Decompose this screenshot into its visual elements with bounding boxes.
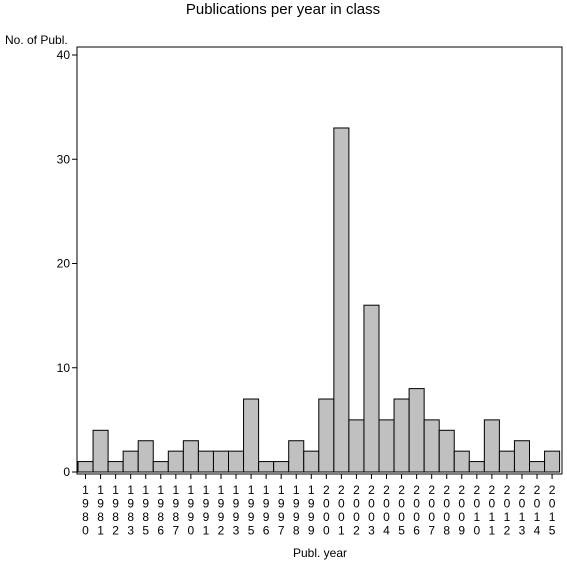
x-axis: 1 9 8 0 1 9 8 1 1 9 8 2 1 9 8 3 1 9 8 5 1 9 8 6 1 9 8 7 1 9 9 0 1 9 9 1 1 9 9 2… — [82, 474, 556, 538]
bar — [228, 450, 245, 473]
bar — [318, 398, 335, 473]
y-tick-label: 0 — [63, 465, 70, 479]
bar — [182, 440, 199, 473]
bar — [348, 419, 365, 473]
bar — [107, 461, 124, 473]
bar — [513, 440, 531, 473]
bar — [544, 450, 561, 473]
bar — [137, 440, 154, 473]
bar — [92, 429, 109, 473]
bar — [378, 419, 395, 473]
bar — [152, 461, 169, 473]
y-tick-label: 30 — [57, 152, 71, 166]
bar — [453, 450, 470, 473]
bar — [77, 461, 94, 473]
bar — [212, 450, 229, 473]
plot-frame — [76, 46, 563, 475]
bar — [438, 429, 455, 473]
bar — [333, 127, 350, 473]
bars — [77, 127, 561, 473]
bar — [498, 450, 515, 473]
bar — [243, 398, 260, 473]
y-axis-label: No. of Publ. — [5, 33, 68, 47]
bar — [258, 461, 275, 473]
bar — [423, 419, 440, 473]
bar — [363, 304, 380, 473]
bar — [483, 419, 500, 473]
y-tick-label: 10 — [57, 361, 71, 375]
bar — [273, 461, 290, 473]
bar — [197, 450, 214, 473]
y-tick-label: 20 — [57, 257, 71, 271]
bar — [408, 388, 425, 473]
y-tick-label: 40 — [57, 48, 71, 62]
bar — [393, 398, 410, 473]
bar — [468, 461, 485, 473]
y-axis: 0 10 20 30 40 — [57, 48, 77, 479]
bar — [529, 461, 546, 473]
bar — [167, 450, 184, 473]
x-axis-label: Publ. year — [293, 546, 347, 560]
chart-title: Publications per year in class — [186, 1, 380, 18]
bar — [303, 450, 320, 473]
bar — [122, 450, 139, 473]
bar — [288, 440, 305, 473]
